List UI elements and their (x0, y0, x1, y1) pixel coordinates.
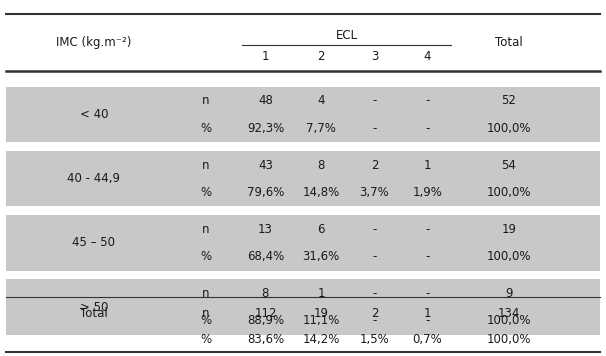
Text: -: - (425, 314, 430, 328)
Text: < 40: < 40 (79, 108, 108, 121)
Text: 8: 8 (318, 158, 325, 172)
Text: 54: 54 (502, 158, 516, 172)
Text: 9: 9 (505, 287, 513, 300)
Text: 100,0%: 100,0% (487, 122, 531, 135)
Text: n: n (202, 307, 210, 320)
Text: n: n (202, 287, 210, 300)
Text: 52: 52 (502, 94, 516, 108)
Text: %: % (201, 314, 211, 328)
Text: 1: 1 (262, 51, 269, 63)
Text: 3: 3 (371, 51, 378, 63)
Text: 43: 43 (258, 158, 273, 172)
Text: n: n (202, 94, 210, 108)
Text: 8: 8 (262, 287, 269, 300)
Text: 7,7%: 7,7% (306, 122, 336, 135)
Bar (6, 215, 600, 271)
Text: -: - (372, 287, 377, 300)
Text: 112: 112 (254, 307, 277, 320)
Text: -: - (425, 222, 430, 236)
Bar (6, 279, 600, 335)
Text: %: % (201, 333, 211, 346)
Text: -: - (372, 222, 377, 236)
Text: 1,5%: 1,5% (359, 333, 390, 346)
Text: 19: 19 (502, 222, 516, 236)
Text: %: % (201, 186, 211, 199)
Text: 14,8%: 14,8% (302, 186, 340, 199)
Text: 2: 2 (371, 158, 378, 172)
Text: -: - (372, 122, 377, 135)
Text: 31,6%: 31,6% (302, 250, 340, 263)
Text: 88,9%: 88,9% (247, 314, 284, 328)
Text: 0,7%: 0,7% (412, 333, 442, 346)
Bar (6, 87, 600, 142)
Text: 1: 1 (424, 307, 431, 320)
Text: 2: 2 (318, 51, 325, 63)
Text: ECL: ECL (336, 29, 358, 42)
Text: Total: Total (80, 307, 108, 320)
Text: Total: Total (495, 36, 523, 49)
Text: 13: 13 (258, 222, 273, 236)
Text: 1: 1 (318, 287, 325, 300)
Text: -: - (425, 250, 430, 263)
Text: 4: 4 (424, 51, 431, 63)
Text: n: n (202, 222, 210, 236)
Text: 83,6%: 83,6% (247, 333, 284, 346)
Text: -: - (372, 314, 377, 328)
Text: 100,0%: 100,0% (487, 314, 531, 328)
Text: 100,0%: 100,0% (487, 186, 531, 199)
Text: 6: 6 (318, 222, 325, 236)
Text: 1,9%: 1,9% (412, 186, 442, 199)
Text: 40 - 44,9: 40 - 44,9 (67, 172, 121, 185)
Text: %: % (201, 250, 211, 263)
Text: 134: 134 (498, 307, 520, 320)
Text: -: - (425, 122, 430, 135)
Text: 79,6%: 79,6% (247, 186, 284, 199)
Text: 11,1%: 11,1% (302, 314, 340, 328)
Text: -: - (425, 287, 430, 300)
Text: 19: 19 (314, 307, 328, 320)
Text: %: % (201, 122, 211, 135)
Text: -: - (425, 94, 430, 108)
Text: 3,7%: 3,7% (359, 186, 390, 199)
Text: 100,0%: 100,0% (487, 333, 531, 346)
Text: 68,4%: 68,4% (247, 250, 284, 263)
Text: n: n (202, 158, 210, 172)
Text: 4: 4 (318, 94, 325, 108)
Bar (6, 151, 600, 206)
Text: 92,3%: 92,3% (247, 122, 284, 135)
Text: -: - (372, 250, 377, 263)
Text: 2: 2 (371, 307, 378, 320)
Text: 1: 1 (424, 158, 431, 172)
Text: 100,0%: 100,0% (487, 250, 531, 263)
Text: 48: 48 (258, 94, 273, 108)
Text: 14,2%: 14,2% (302, 333, 340, 346)
Text: 45 – 50: 45 – 50 (73, 236, 115, 250)
Text: > 50: > 50 (80, 300, 108, 314)
Text: -: - (372, 94, 377, 108)
Text: IMC (kg.m⁻²): IMC (kg.m⁻²) (56, 36, 132, 49)
